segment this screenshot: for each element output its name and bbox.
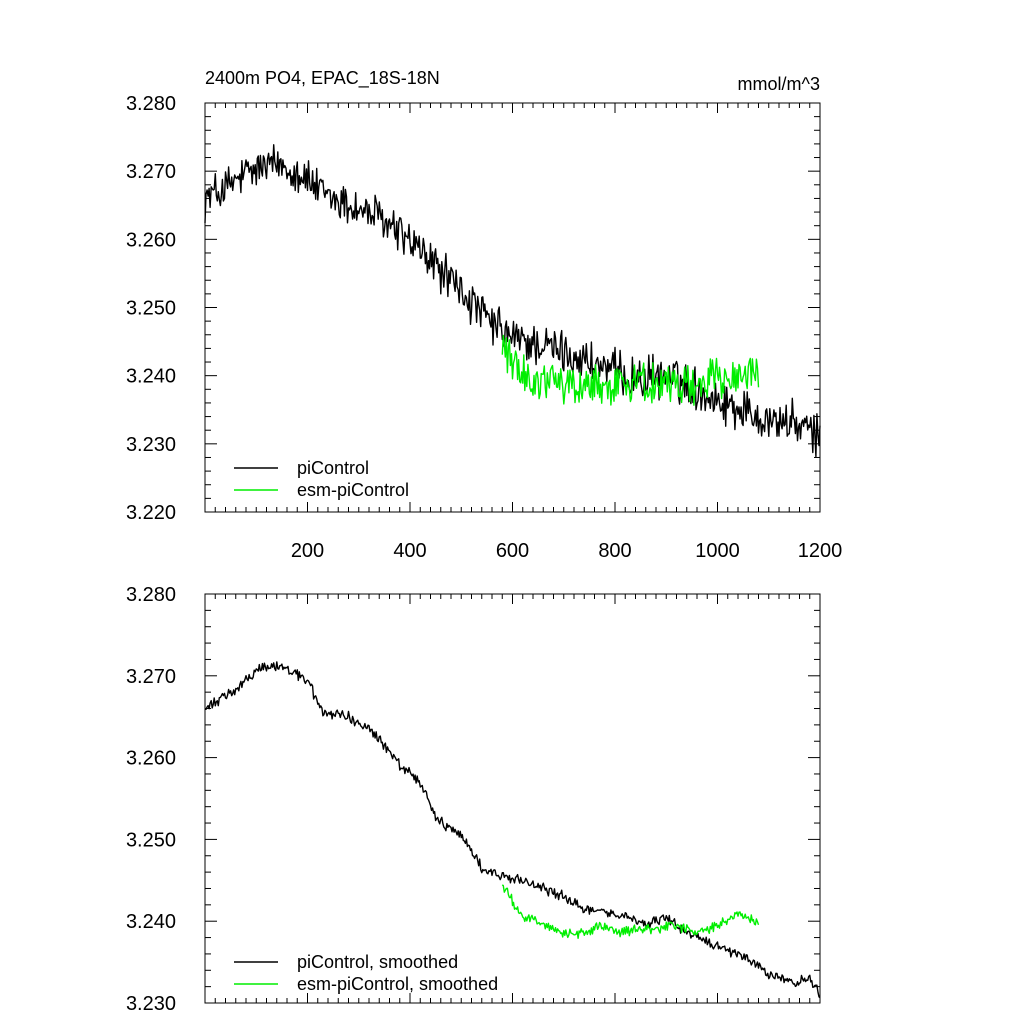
plot-frame <box>204 593 821 1004</box>
y-tick-label: 3.230 <box>126 434 176 456</box>
x-tick-label: 600 <box>496 540 529 562</box>
series-line-esm-picontrol-smoothed <box>501 884 760 939</box>
series-line-esm-picontrol <box>501 334 760 406</box>
y-tick-label: 3.220 <box>126 502 176 524</box>
legend-label: esm-piControl <box>297 480 409 500</box>
series-line-picontrol-smoothed <box>204 661 821 999</box>
x-tick-label: 200 <box>291 540 324 562</box>
y-tick-label: 3.230 <box>126 993 176 1015</box>
y-tick-label: 3.280 <box>126 93 176 115</box>
y-tick-label: 3.240 <box>126 366 176 388</box>
y-tick-label: 3.270 <box>126 161 176 183</box>
x-tick-label: 400 <box>393 540 426 562</box>
panel-top: 200 400 600 800 1000 1200 3.220 3.230 3.240 3.250… <box>126 68 842 562</box>
legend-label: piControl <box>297 458 369 478</box>
series-line-picontrol <box>204 144 821 458</box>
chart-title: 2400m PO4, EPAC_18S-18N <box>205 68 440 89</box>
y-tick-label: 3.260 <box>126 748 176 770</box>
y-tick-label: 3.260 <box>126 229 176 251</box>
x-tick-label: 1200 <box>798 540 843 562</box>
legend-label: esm-piControl, smoothed <box>297 974 498 994</box>
x-tick-label: 800 <box>598 540 631 562</box>
panel-bottom: 3.230 3.240 3.250 3.260 3.270 3.280 piControl,… <box>126 584 821 1015</box>
legend-label: piControl, smoothed <box>297 952 458 972</box>
y-tick-label: 3.280 <box>126 584 176 606</box>
y-tick-label: 3.250 <box>126 829 176 851</box>
x-tick-label: 1000 <box>695 540 740 562</box>
units-label: mmol/m^3 <box>738 74 820 94</box>
y-tick-label: 3.250 <box>126 298 176 320</box>
y-tick-label: 3.270 <box>126 666 176 688</box>
y-tick-label: 3.240 <box>126 911 176 933</box>
